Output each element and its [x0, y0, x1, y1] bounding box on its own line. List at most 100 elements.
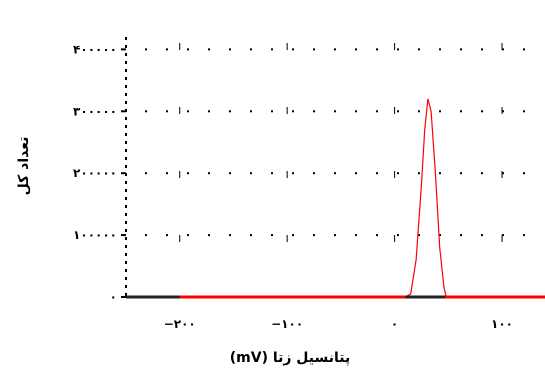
grid-dot-h-3: [523, 110, 525, 113]
grid-dot-h-2: [187, 172, 189, 175]
y-axis-dot: [125, 245, 127, 248]
grid-dot-h-3: [271, 110, 273, 113]
series-line: [126, 98, 545, 298]
grid-dot-h-1: [292, 234, 294, 237]
grid-dot-h-3: [313, 110, 315, 113]
y-axis-dot: [125, 173, 127, 176]
grid-dot-h-3: [397, 110, 399, 113]
y-tick-label-4: ۴۰۰۰۰۰: [73, 42, 117, 56]
grid-dot-h-4: [145, 48, 147, 51]
y-axis-dot: [125, 125, 127, 128]
grid-dot-h-3: [355, 110, 357, 113]
grid-dot-h-1: [208, 234, 210, 237]
grid-dot-h-4: [187, 48, 189, 51]
grid-dot-h-4: [481, 48, 483, 51]
y-tick-label-0: ۰: [110, 290, 117, 304]
y-tick-label-3: ۳۰۰۰۰۰: [73, 104, 117, 118]
grid-dot-h-3: [187, 110, 189, 113]
grid-dot-h-1: [418, 234, 420, 237]
grid-dot-h-2: [355, 172, 357, 175]
y-axis-dot: [125, 141, 127, 144]
grid-dot-h-2: [334, 172, 336, 175]
y-axis-dot: [125, 165, 127, 168]
grid-dot-h-3: [439, 110, 441, 113]
axes: [121, 37, 127, 298]
y-axis-dot: [125, 77, 127, 80]
y-axis-dot: [125, 101, 127, 104]
grid-dot-h-1: [376, 234, 378, 237]
y-axis-dot: [125, 61, 127, 64]
y-axis-title: تعداد کل: [16, 137, 32, 196]
grid-dot-h-3: [502, 110, 504, 113]
y-axis-dot: [125, 93, 127, 96]
y-axis-dot: [125, 45, 127, 48]
grid-dot-h-1: [187, 234, 189, 237]
grid-dot-h-4: [376, 48, 378, 51]
y-tick-label-1: ۱۰۰۰۰۰: [73, 228, 117, 242]
y-axis-dot: [125, 117, 127, 120]
y-axis-dot: [125, 53, 127, 56]
grid-dot-h-3: [292, 110, 294, 113]
grid-dot-h-1: [271, 234, 273, 237]
grid-dot-h-1: [313, 234, 315, 237]
grid-dot-h-1: [439, 234, 441, 237]
grid-dot-h-4: [271, 48, 273, 51]
y-axis-dot: [125, 221, 127, 224]
y-axis-dot: [125, 157, 127, 160]
grid-dot-h-2: [502, 172, 504, 175]
y-axis-dot: [125, 277, 127, 280]
grid-dot-h-2: [439, 172, 441, 175]
grid-dot-h-2: [481, 172, 483, 175]
y-axis-dot: [125, 181, 127, 184]
x-tick-label-1: −۱۰۰: [271, 317, 303, 331]
y-axis-dot: [125, 85, 127, 88]
grid-dot-h-2: [460, 172, 462, 175]
grid-dot-h-3: [460, 110, 462, 113]
grid-dot-h-2: [376, 172, 378, 175]
x-axis-title: پتانسیل زتا (mV): [230, 350, 351, 366]
grid-dot-h-1: [250, 234, 252, 237]
y-axis-dot: [125, 149, 127, 152]
grid-dot-h-1: [166, 234, 168, 237]
grid-dot-h-1: [145, 234, 147, 237]
grid-dot-h-1: [523, 234, 525, 237]
y-axis-dot: [125, 133, 127, 136]
grid-dot-h-4: [334, 48, 336, 51]
grid-dot-h-1: [481, 234, 483, 237]
y-axis-dot: [125, 261, 127, 264]
grid-dot-h-4: [418, 48, 420, 51]
grid-dot-h-3: [145, 110, 147, 113]
grid-dot-h-4: [292, 48, 294, 51]
grid-dot-h-3: [208, 110, 210, 113]
grid-dot-h-1: [397, 234, 399, 237]
grid-dot-h-2: [271, 172, 273, 175]
grid-dot-h-2: [397, 172, 399, 175]
x-tick-label-2: ۰: [391, 317, 398, 331]
y-axis-dot: [125, 293, 127, 296]
grid-dot-h-2: [313, 172, 315, 175]
y-axis-dot: [125, 37, 127, 40]
grid-dot-h-2: [145, 172, 147, 175]
grid-dot-h-2: [418, 172, 420, 175]
grid-dot-h-4: [502, 48, 504, 51]
y-tick-label-2: ۲۰۰۰۰۰: [73, 166, 117, 180]
grid-dot-h-4: [166, 48, 168, 51]
series-layer: [126, 98, 545, 299]
grid-dot-h-3: [250, 110, 252, 113]
y-axis-dot: [125, 197, 127, 200]
grid-dot-h-3: [229, 110, 231, 113]
grid-dot-h-3: [418, 110, 420, 113]
y-axis-dot: [125, 205, 127, 208]
grid-dot-h-1: [229, 234, 231, 237]
grid-dot-h-2: [229, 172, 231, 175]
grid-dot-h-1: [502, 234, 504, 237]
grid-dot-h-2: [208, 172, 210, 175]
y-axis-dot: [125, 189, 127, 192]
y-axis-dot: [125, 285, 127, 288]
grid-dot-h-3: [376, 110, 378, 113]
grid-dot-h-4: [313, 48, 315, 51]
grid-dot-h-4: [439, 48, 441, 51]
x-tick-label-3: ۱۰۰: [491, 317, 513, 331]
grid-dot-h-4: [208, 48, 210, 51]
